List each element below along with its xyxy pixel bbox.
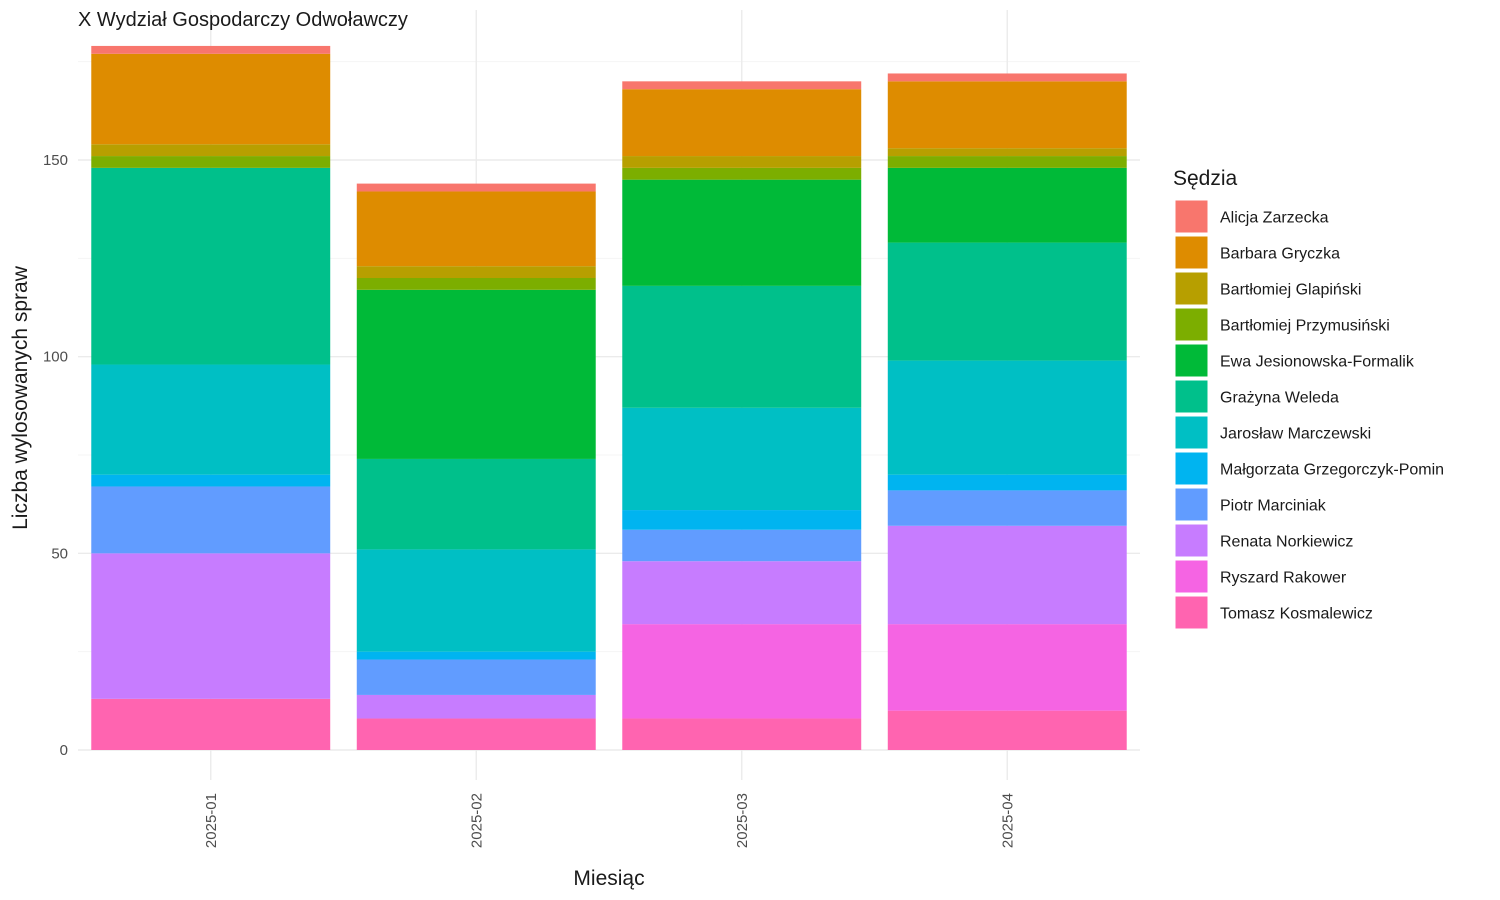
x-axis-title: Miesiąc [573, 867, 644, 890]
legend-key [1174, 523, 1209, 558]
chart-title: X Wydział Gospodarczy Odwoławczy [78, 9, 408, 31]
bar-segment [887, 710, 1127, 750]
y-tick-label: 150 [43, 152, 68, 169]
x-tick-label: 2025-04 [999, 793, 1016, 848]
legend-key [1174, 559, 1209, 594]
legend-key [1174, 451, 1209, 486]
bar-segment [887, 360, 1127, 475]
legend-label: Alicja Zarzecka [1220, 210, 1329, 227]
legend-label: Barbara Gryczka [1220, 246, 1340, 263]
bar-segment [91, 698, 331, 750]
bar-segment [356, 278, 596, 290]
bar-segment [887, 242, 1127, 361]
bar-segment [356, 191, 596, 267]
y-tick-label: 50 [51, 545, 68, 562]
legend-key [1174, 379, 1209, 414]
bar-segment [622, 510, 862, 530]
bar-segment [91, 474, 331, 487]
x-tick-label: 2025-03 [734, 793, 751, 848]
bar-segment [91, 364, 331, 475]
y-axis-title: Liczba wylosowanych spraw [9, 265, 32, 530]
legend-key [1174, 343, 1209, 378]
legend-label: Ewa Jesionowska-Formalik [1220, 354, 1415, 371]
legend-label: Tomasz Kosmalewicz [1220, 606, 1373, 623]
legend-label: Grażyna Weleda [1220, 390, 1339, 407]
legend-key [1174, 271, 1209, 306]
legend-label: Bartłomiej Przymusiński [1220, 318, 1390, 335]
legend: Sędzia Alicja Zarzecka Barbara Gryczka Bar… [1173, 167, 1444, 630]
bar-segment [622, 718, 862, 750]
bar-segment [622, 167, 862, 180]
legend-key [1174, 235, 1209, 270]
bar-segment [91, 53, 331, 145]
legend-key [1174, 595, 1209, 630]
legend-key [1174, 415, 1209, 450]
bar-segment [622, 156, 862, 168]
bar-segment [622, 179, 862, 286]
bar-segment [887, 148, 1127, 157]
bar-segment [91, 144, 331, 157]
legend-label: Renata Norkiewicz [1220, 534, 1353, 551]
bar-segment [887, 624, 1127, 711]
bar-segment [356, 549, 596, 652]
bars [91, 45, 1127, 750]
bar-segment [887, 156, 1127, 168]
legend-label: Piotr Marciniak [1220, 498, 1327, 515]
bar-segment [622, 81, 862, 90]
bar-segment [91, 156, 331, 168]
legend-key [1174, 307, 1209, 342]
x-tick-label: 2025-01 [203, 793, 220, 848]
legend-key [1174, 487, 1209, 522]
bar-segment [887, 81, 1127, 149]
bar-segment [356, 458, 596, 550]
bar-segment [622, 407, 862, 511]
bar-segment [356, 694, 596, 719]
bar-segment [356, 651, 596, 660]
bar-segment [356, 266, 596, 278]
legend-title: Sędzia [1173, 167, 1238, 190]
bar-segment [622, 285, 862, 408]
bar-segment [356, 718, 596, 750]
legend-label: Jarosław Marczewski [1220, 426, 1371, 443]
y-tick-label: 100 [43, 349, 68, 366]
bar-segment [887, 474, 1127, 491]
bar-segment [356, 183, 596, 192]
bar-segment [91, 553, 331, 699]
x-tick-label: 2025-02 [468, 793, 485, 848]
bar-segment [887, 73, 1127, 82]
bar-segment [622, 624, 862, 719]
legend-key [1174, 199, 1209, 234]
bar-segment [622, 89, 862, 157]
bar-segment [622, 561, 862, 625]
legend-label: Bartłomiej Glapiński [1220, 282, 1361, 299]
y-tick-label: 0 [60, 742, 68, 759]
bar-segment [356, 289, 596, 459]
bar-segment [887, 490, 1127, 526]
bar-segment [887, 167, 1127, 243]
bar-segment [91, 167, 331, 365]
legend-label: Małgorzata Grzegorczyk-Pomin [1220, 462, 1444, 479]
axes: 0 50 100 150 2025-01 2025-02 2025-03 2025-04 [43, 152, 1016, 848]
bar-segment [622, 529, 862, 562]
bar-segment [887, 525, 1127, 625]
bar-segment [91, 45, 331, 54]
legend-label: Ryszard Rakower [1220, 570, 1347, 587]
bar-segment [356, 659, 596, 695]
bar-segment [91, 486, 331, 554]
